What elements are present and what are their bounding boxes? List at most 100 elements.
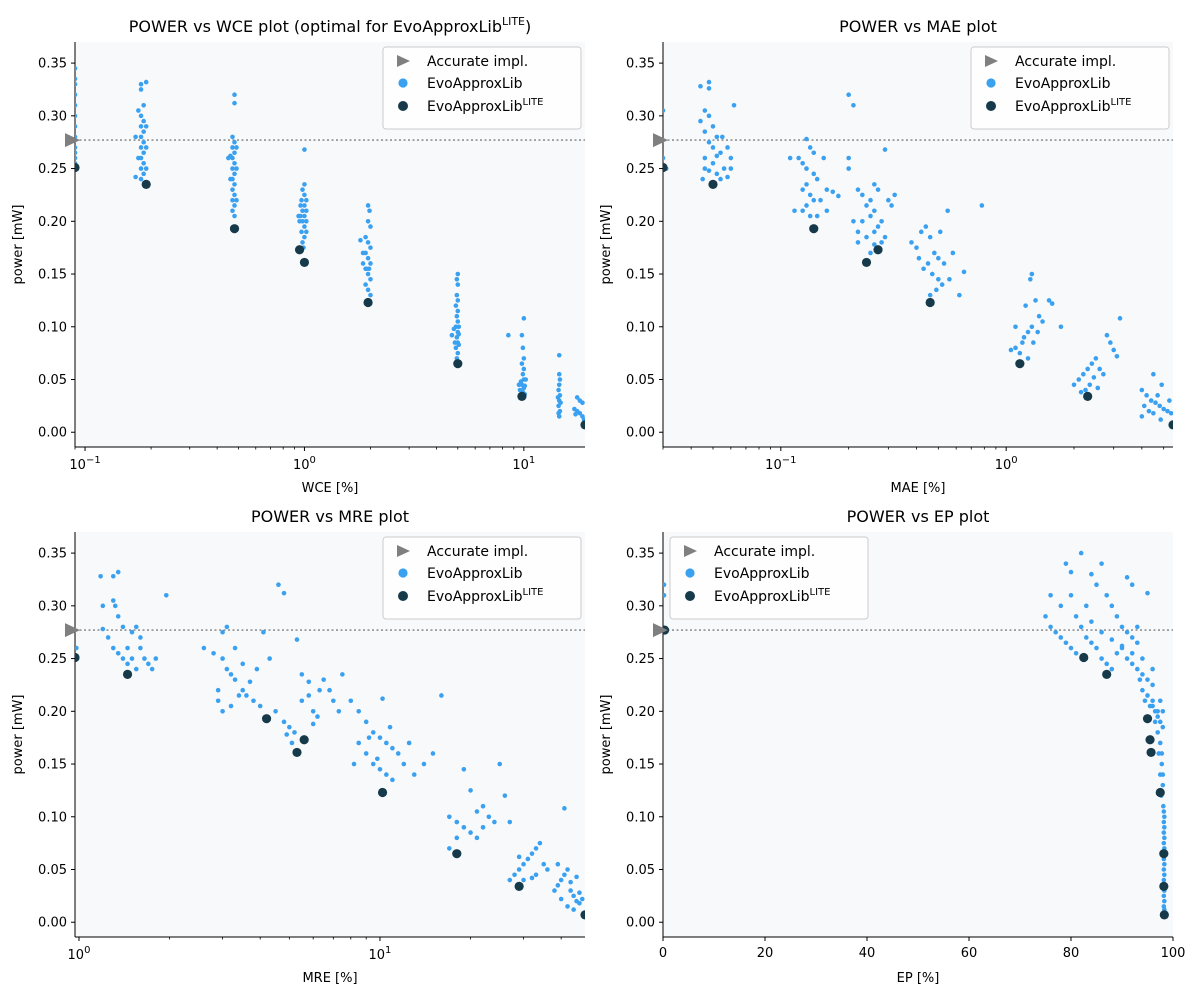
x-tick-label-exponent: 1 [529, 455, 535, 466]
evo-point [1141, 403, 1147, 409]
evo-point [855, 229, 861, 235]
evo-point [461, 767, 467, 772]
evo-point [1020, 340, 1025, 345]
evo-point [568, 888, 573, 893]
lite-point [1159, 881, 1169, 891]
evo-point [556, 382, 562, 388]
accurate-marker [65, 623, 80, 638]
evo-point [380, 696, 385, 701]
evo-point [449, 332, 455, 338]
evo-point [1139, 414, 1145, 419]
evo-point [1089, 640, 1094, 646]
legend-lite-label-base: EvoApproxLib [427, 99, 523, 115]
evo-point [456, 324, 462, 330]
evo-point [454, 277, 460, 282]
evo-point [521, 316, 527, 321]
lite-point [141, 179, 151, 189]
evo-point [830, 189, 836, 195]
lite-point [1155, 787, 1165, 798]
evo-point [1124, 629, 1130, 635]
evo-point [1165, 408, 1170, 414]
evo-point [356, 708, 362, 714]
chart-title: POWER vs MRE plot [251, 507, 409, 526]
evo-point [348, 698, 354, 704]
evo-point [851, 102, 856, 108]
y-axis-label: power [mW] [599, 205, 614, 285]
evo-point [663, 582, 667, 588]
lite-point [294, 245, 305, 255]
lite-point [873, 245, 883, 255]
evo-point [796, 155, 801, 161]
evo-point [821, 155, 827, 161]
evo-point [1058, 603, 1064, 609]
legend-lite-label-base: EvoApproxLib [714, 589, 810, 605]
legend: Accurate impl.EvoApproxLibEvoApproxLibLI… [669, 536, 869, 620]
evo-point [725, 145, 730, 150]
legend-lite-label: EvoApproxLibLITE [427, 97, 543, 115]
lite-point [580, 910, 585, 920]
evo-point [284, 732, 290, 737]
evo-point [921, 266, 926, 272]
legend-lite-label-base: EvoApproxLib [427, 589, 523, 605]
evo-point [1162, 898, 1167, 904]
legend-box [382, 46, 582, 130]
chart-ep: 0.00 0.05 0.10 0.15 0.20 0.25 0.30 0.35 0 20 40 60 8… [599, 507, 1185, 986]
y-tick-label: 0.20 [626, 705, 655, 720]
evo-point [1158, 417, 1163, 422]
evo-point [846, 155, 851, 161]
evo-point [298, 203, 303, 208]
x-tick-label-exponent: −1 [86, 455, 101, 466]
evo-point [875, 187, 881, 192]
legend-lite-label: EvoApproxLibLITE [427, 587, 543, 605]
evo-point [1089, 619, 1094, 624]
evo-point [1053, 629, 1058, 635]
evo-point [800, 160, 805, 166]
evo-point [390, 777, 395, 783]
evo-point [236, 693, 242, 698]
y-tick-label: 0.15 [38, 268, 67, 283]
evo-point [455, 350, 461, 356]
y-axis-label: power [mW] [11, 205, 26, 285]
y-tick-label: 0.05 [626, 373, 655, 388]
y-axis-label: power [mW] [599, 695, 614, 775]
legend-accurate-marker [985, 55, 998, 67]
evo-point [299, 672, 305, 677]
evo-point [787, 155, 793, 161]
evo-point [846, 92, 851, 98]
evo-point [75, 645, 79, 651]
evo-point [702, 129, 708, 134]
evo-point [1029, 271, 1035, 277]
evo-point [706, 86, 712, 91]
x-tick-label-base: 10 [512, 458, 529, 473]
legend-lite-label-sup: LITE [523, 587, 544, 598]
evo-point [143, 79, 149, 85]
evo-point [377, 767, 383, 772]
evo-point [497, 761, 503, 767]
evo-point [1048, 624, 1053, 630]
legend-lite-label-base: EvoApproxLib [1015, 99, 1111, 115]
evo-point [1162, 861, 1167, 867]
evo-point [1147, 703, 1153, 709]
evo-point [406, 740, 412, 746]
evo-point [230, 145, 235, 150]
evo-point [663, 155, 666, 161]
evo-point [1109, 603, 1115, 609]
evo-point [925, 261, 931, 266]
x-tick-label-exponent: 0 [310, 455, 316, 466]
evo-point [1135, 624, 1140, 630]
evo-point [1091, 375, 1097, 380]
y-tick-label: 0.10 [626, 810, 655, 825]
evo-point [1029, 324, 1035, 330]
x-tick-label-exponent: 1 [385, 945, 391, 956]
evo-point [384, 772, 389, 777]
lite-point [1168, 420, 1173, 430]
evo-point [872, 208, 877, 214]
evo-point [138, 176, 144, 182]
evo-point [232, 150, 237, 156]
evo-point [728, 166, 734, 171]
evo-point [502, 793, 508, 798]
evo-point [1083, 387, 1088, 393]
evo-point [75, 66, 78, 71]
